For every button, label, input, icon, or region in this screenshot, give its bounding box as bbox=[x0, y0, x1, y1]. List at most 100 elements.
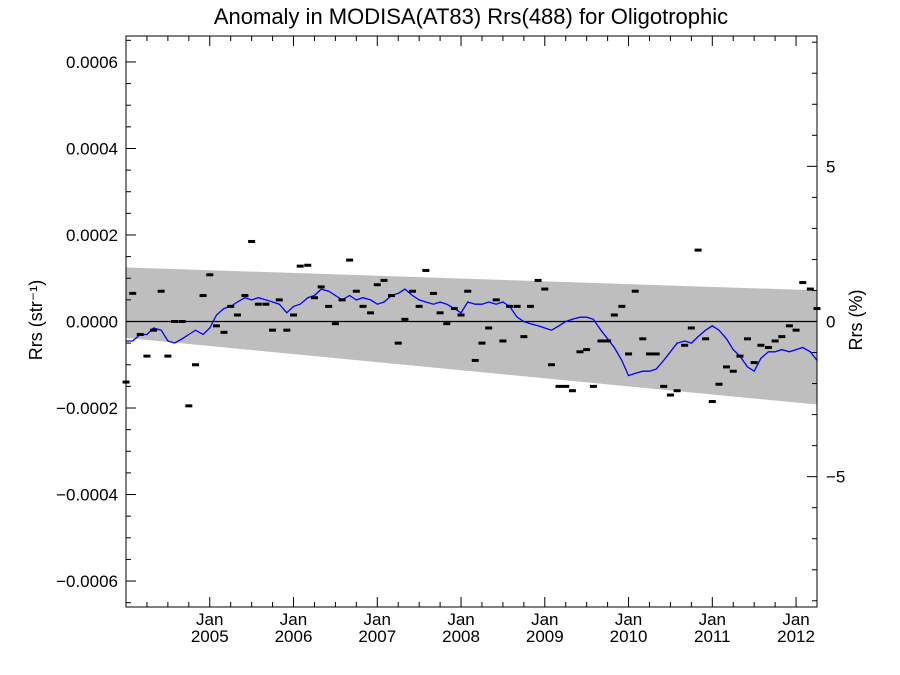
data-point bbox=[192, 363, 200, 367]
data-point bbox=[576, 350, 584, 354]
data-point bbox=[645, 352, 653, 356]
data-point bbox=[401, 317, 409, 321]
x-tick-month-label: Jan bbox=[280, 610, 307, 629]
data-point bbox=[199, 294, 207, 298]
data-point bbox=[589, 384, 597, 388]
x-tick-month-label: Jan bbox=[699, 610, 726, 629]
data-point bbox=[164, 354, 172, 358]
data-point bbox=[241, 294, 249, 298]
monthly-anomaly-markers bbox=[122, 239, 821, 408]
x-tick-year-label: 2009 bbox=[526, 627, 564, 646]
data-point bbox=[708, 400, 716, 404]
data-point bbox=[304, 263, 312, 267]
right-tick-label: 0 bbox=[826, 313, 835, 332]
data-point bbox=[806, 287, 814, 291]
data-point bbox=[178, 320, 186, 323]
data-point bbox=[750, 361, 758, 365]
data-point bbox=[408, 289, 416, 293]
x-tick-month-label: Jan bbox=[196, 610, 223, 629]
data-point bbox=[269, 328, 277, 332]
data-point bbox=[757, 343, 765, 347]
data-point bbox=[513, 304, 521, 308]
data-point bbox=[639, 337, 647, 341]
left-tick-label: 0.0000 bbox=[66, 313, 118, 332]
data-point bbox=[206, 273, 214, 277]
data-point bbox=[254, 302, 262, 306]
data-point bbox=[388, 294, 396, 298]
data-point bbox=[143, 354, 151, 358]
data-point bbox=[346, 258, 354, 262]
data-point bbox=[547, 363, 555, 367]
chart-title: Anomaly in MODISA(AT83) Rrs(488) for Oli… bbox=[214, 4, 728, 29]
data-point bbox=[562, 384, 570, 388]
data-point bbox=[604, 339, 612, 343]
data-point bbox=[233, 313, 241, 317]
data-point bbox=[352, 289, 360, 293]
data-point bbox=[331, 322, 339, 326]
series-line bbox=[126, 288, 818, 377]
data-point bbox=[583, 348, 591, 352]
data-point bbox=[136, 332, 144, 336]
data-point bbox=[687, 326, 695, 330]
running-mean-line bbox=[126, 288, 818, 377]
y-axis-label-right: Rrs (%) bbox=[846, 290, 866, 351]
x-tick-month-label: Jan bbox=[364, 610, 391, 629]
data-point bbox=[450, 307, 458, 311]
data-point bbox=[262, 302, 270, 306]
x-tick-year-label: 2012 bbox=[777, 627, 815, 646]
data-point bbox=[499, 339, 507, 343]
left-tick-label: −0.0004 bbox=[56, 486, 118, 505]
data-point bbox=[157, 289, 165, 293]
data-point bbox=[367, 311, 375, 315]
left-tick-label: 0.0002 bbox=[66, 226, 118, 245]
data-point bbox=[610, 313, 618, 317]
data-point bbox=[248, 239, 256, 243]
data-point bbox=[227, 304, 235, 308]
left-tick-label: 0.0006 bbox=[66, 53, 118, 72]
x-tick-year-label: 2007 bbox=[358, 627, 396, 646]
data-point bbox=[492, 298, 500, 302]
data-point bbox=[736, 354, 744, 358]
data-point bbox=[715, 382, 723, 386]
data-point bbox=[723, 365, 731, 369]
data-point bbox=[506, 304, 514, 308]
x-tick-month-label: Jan bbox=[615, 610, 642, 629]
data-point bbox=[338, 298, 346, 302]
data-point bbox=[631, 289, 639, 293]
x-tick-year-label: 2005 bbox=[191, 627, 229, 646]
data-point bbox=[310, 296, 318, 300]
data-point bbox=[317, 285, 325, 289]
data-point bbox=[520, 335, 528, 339]
data-point bbox=[283, 328, 291, 332]
data-point bbox=[325, 304, 333, 308]
data-point bbox=[471, 358, 479, 362]
data-point bbox=[785, 324, 793, 328]
right-axis-ticks: 5 0 −5 bbox=[807, 41, 845, 602]
uncertainty-band bbox=[126, 267, 817, 405]
data-point bbox=[568, 389, 576, 393]
data-point bbox=[652, 352, 660, 356]
right-tick-label: −5 bbox=[826, 468, 845, 487]
data-point bbox=[764, 345, 772, 349]
data-point bbox=[666, 393, 674, 397]
data-point bbox=[212, 324, 220, 328]
data-point bbox=[415, 304, 423, 308]
data-point bbox=[792, 328, 800, 332]
x-tick-year-label: 2011 bbox=[694, 627, 731, 646]
left-tick-label: −0.0006 bbox=[56, 572, 118, 591]
data-point bbox=[597, 339, 605, 343]
data-point bbox=[171, 320, 179, 323]
x-tick-year-label: 2010 bbox=[610, 627, 648, 646]
data-point bbox=[743, 337, 751, 341]
data-point bbox=[625, 352, 633, 356]
data-point bbox=[359, 304, 367, 308]
x-tick-year-label: 2008 bbox=[442, 627, 480, 646]
left-tick-label: 0.0004 bbox=[66, 139, 118, 158]
data-point bbox=[618, 304, 626, 308]
x-tick-month-label: Jan bbox=[531, 610, 558, 629]
data-point bbox=[541, 287, 549, 291]
data-point bbox=[373, 283, 381, 287]
x-tick-year-label: 2006 bbox=[275, 627, 313, 646]
data-point bbox=[534, 278, 542, 282]
data-point bbox=[429, 291, 437, 295]
